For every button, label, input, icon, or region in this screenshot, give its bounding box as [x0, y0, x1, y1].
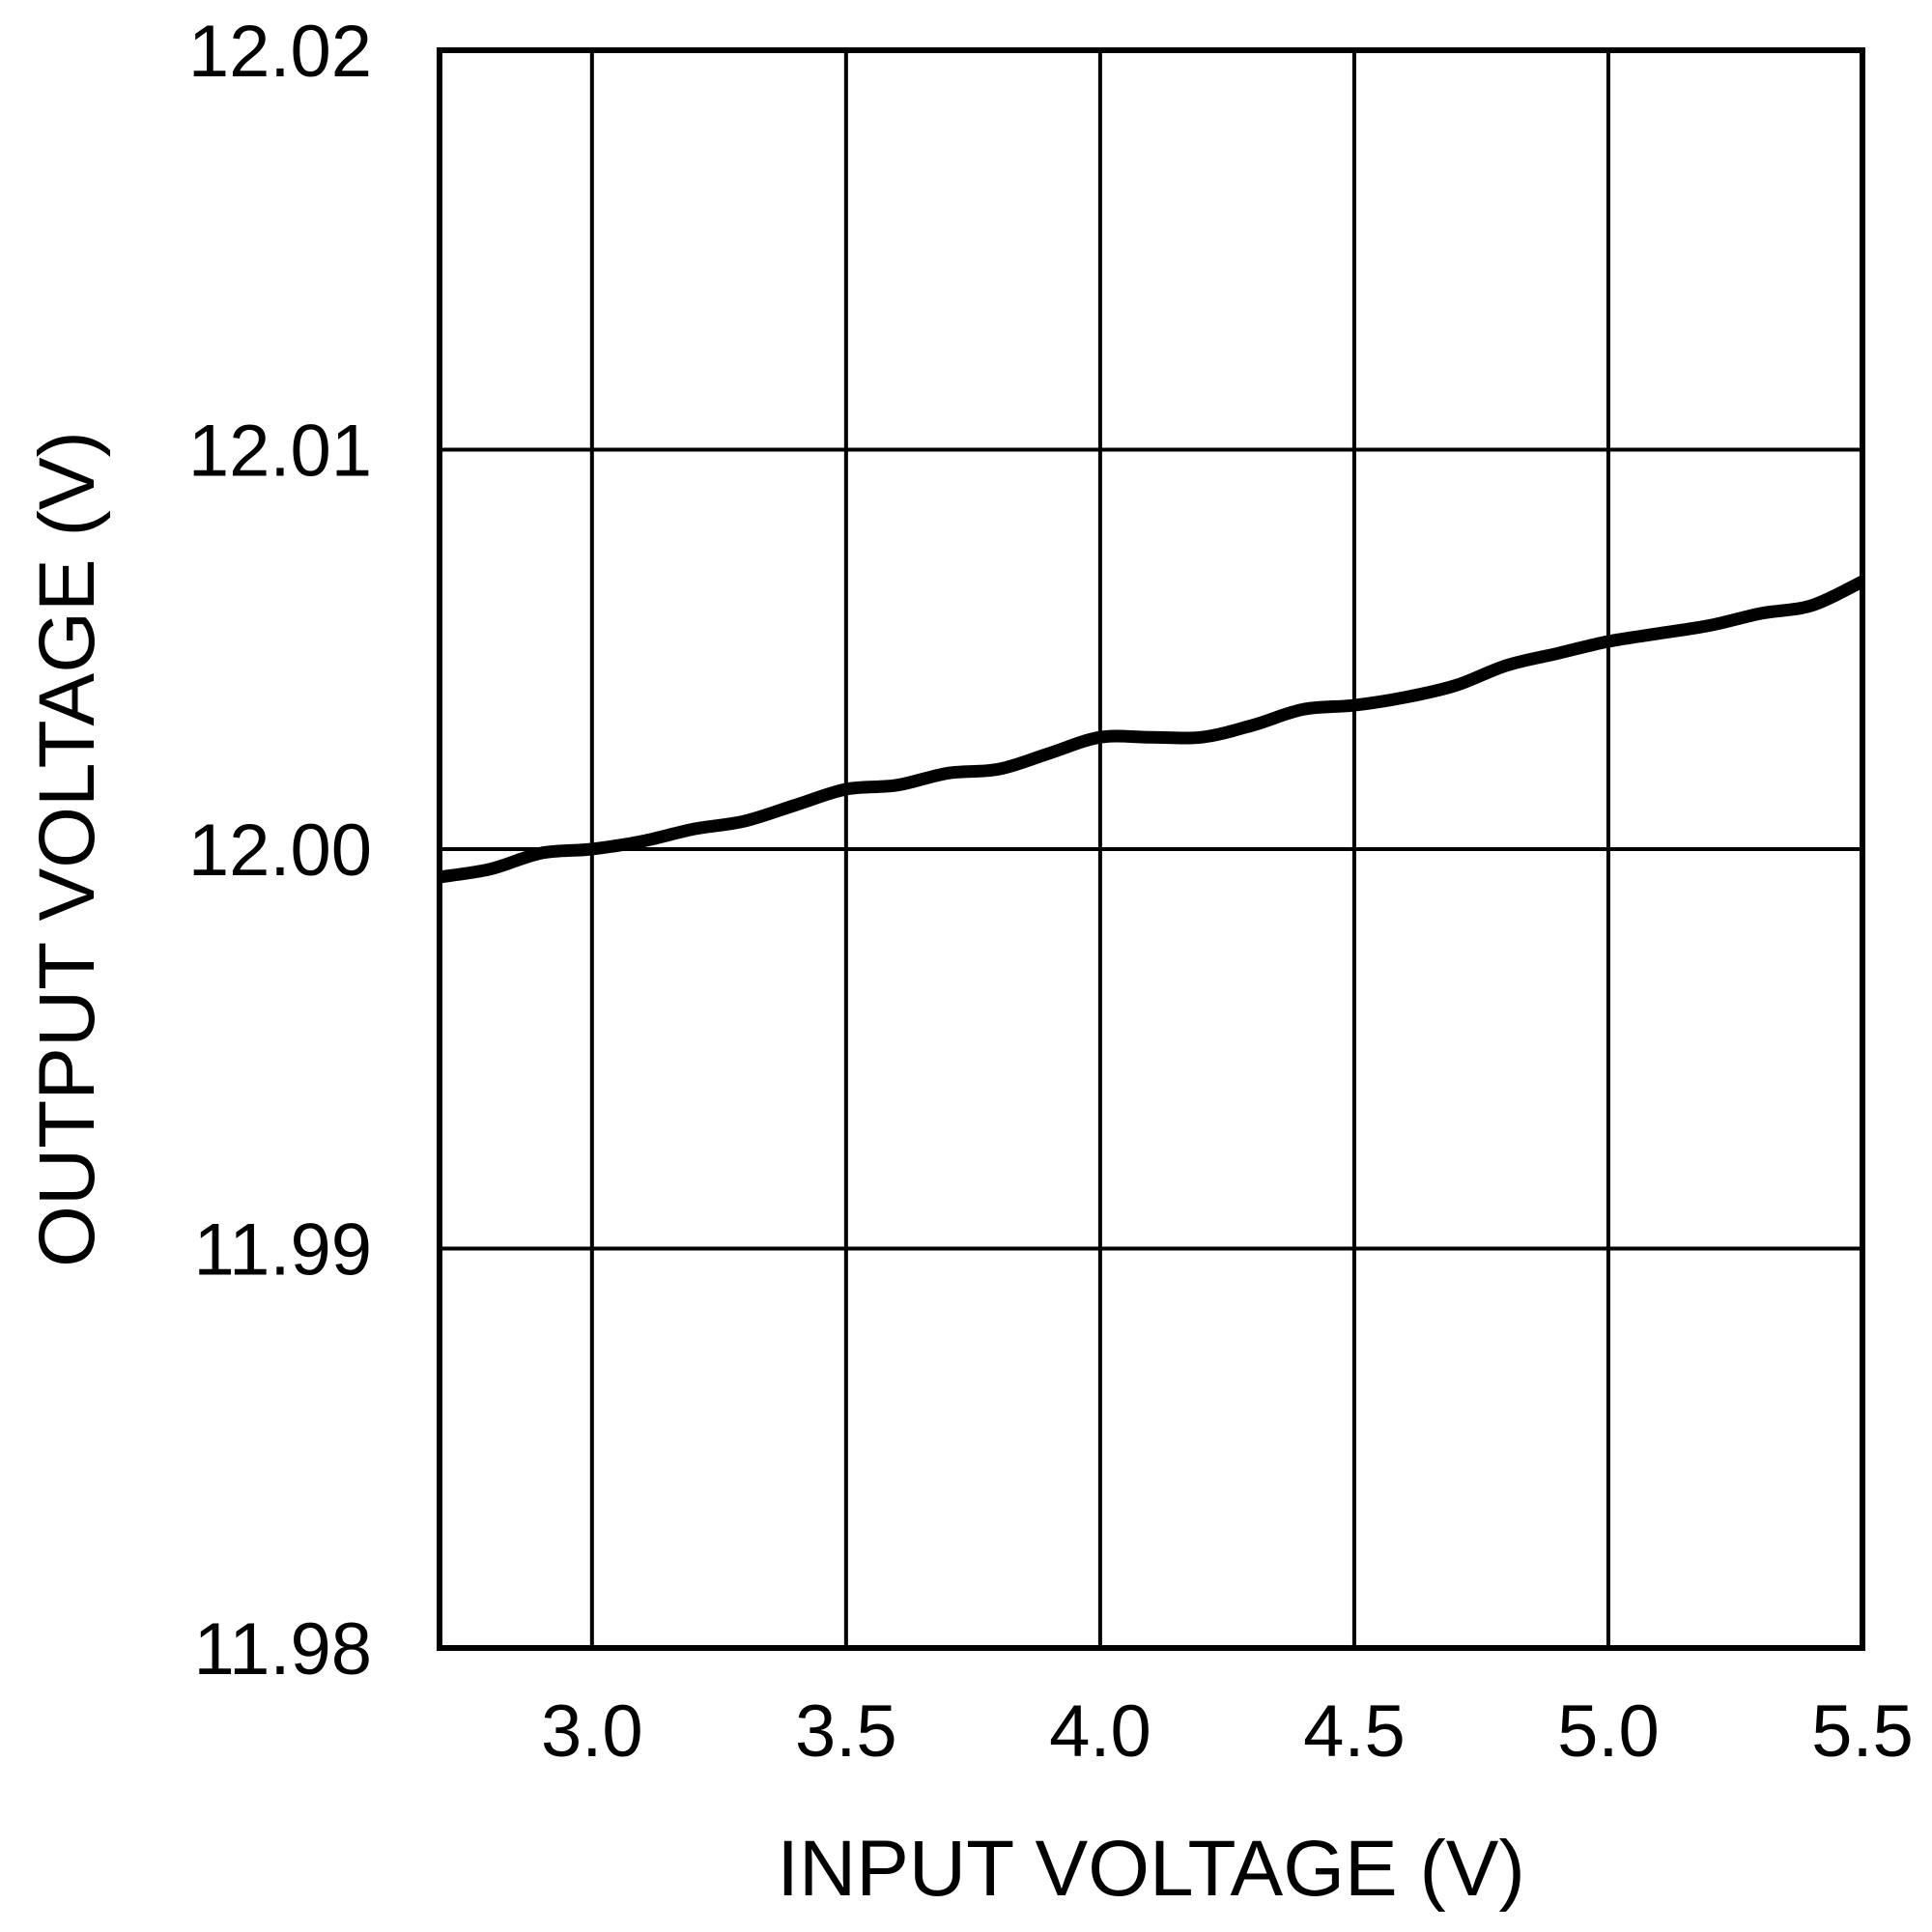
y-tick-label: 12.00: [188, 810, 372, 892]
x-tick-label: 3.0: [541, 1690, 643, 1773]
y-tick-labels: 11.98 11.99 12.00 12.01 12.02: [188, 11, 372, 1690]
x-tick-labels: 3.0 3.5 4.0 4.5 5.0 5.5: [541, 1690, 1914, 1773]
x-tick-label: 3.5: [795, 1690, 897, 1773]
y-tick-label: 12.02: [188, 11, 372, 93]
x-axis-label: INPUT VOLTAGE (V): [777, 1825, 1525, 1913]
x-tick-label: 4.0: [1049, 1690, 1151, 1773]
plot-frame: [437, 47, 1865, 1651]
x-tick-label: 5.0: [1557, 1690, 1660, 1773]
y-tick-label: 12.01: [188, 411, 372, 493]
series-line: [439, 576, 1865, 884]
y-axis-label: OUTPUT VOLTAGE (V): [23, 431, 111, 1267]
x-tick-label: 5.5: [1811, 1690, 1914, 1773]
y-tick-label: 11.99: [193, 1209, 372, 1292]
grid-lines: [440, 48, 1864, 1650]
y-tick-label: 11.98: [193, 1608, 372, 1690]
data-series: [439, 576, 1865, 884]
x-tick-label: 4.5: [1303, 1690, 1406, 1773]
